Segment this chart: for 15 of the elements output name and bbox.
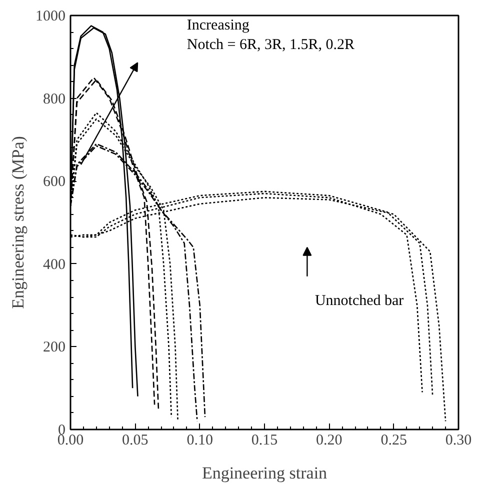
x-axis-title: Engineering strain (202, 464, 328, 482)
x-tick-label: 0.25 (380, 432, 407, 448)
y-tick-label: 800 (43, 91, 66, 108)
annotation: Increasing Notch = 6R, 3R, 1.5R, 0.2R (186, 18, 355, 53)
x-tick-label: 0.10 (186, 432, 213, 448)
y-axis-title: Engineering stress (MPa) (8, 136, 28, 309)
y-tick-label: 600 (43, 174, 66, 190)
x-tick-label: 0.30 (445, 432, 472, 448)
annotation: Unnotched bar (314, 292, 404, 309)
x-tick-label: 0.05 (122, 432, 148, 448)
x-tick-label: 0.20 (316, 432, 342, 448)
y-tick-label: 1000 (36, 8, 66, 24)
y-tick-label: 200 (43, 340, 66, 356)
x-tick-label: 0.15 (251, 432, 278, 448)
y-tick-label: 400 (43, 256, 66, 273)
